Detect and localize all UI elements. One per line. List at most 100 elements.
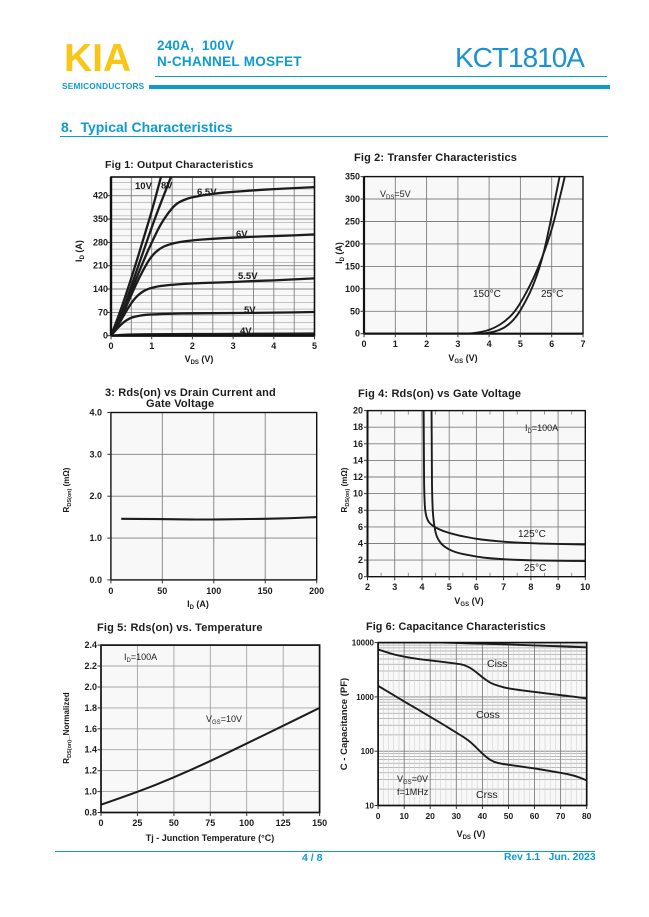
svg-text:250: 250 bbox=[345, 217, 360, 227]
svg-text:40: 40 bbox=[478, 811, 488, 821]
svg-text:Crss: Crss bbox=[476, 789, 498, 801]
svg-text:1: 1 bbox=[149, 341, 154, 351]
svg-text:1.0: 1.0 bbox=[89, 533, 102, 543]
svg-text:Fig 4: Rds(on) vs Gate Voltage: Fig 4: Rds(on) vs Gate Voltage bbox=[358, 388, 521, 400]
svg-text:18: 18 bbox=[353, 422, 363, 432]
svg-text:7: 7 bbox=[501, 582, 506, 592]
svg-text:0: 0 bbox=[103, 331, 108, 341]
svg-text:350: 350 bbox=[345, 172, 360, 182]
svg-text:100: 100 bbox=[345, 284, 360, 294]
svg-text:125: 125 bbox=[276, 818, 291, 828]
svg-text:10: 10 bbox=[353, 489, 363, 499]
svg-text:100: 100 bbox=[239, 818, 254, 828]
svg-text:0: 0 bbox=[108, 586, 113, 596]
svg-text:10000: 10000 bbox=[352, 639, 375, 648]
svg-text:6.5V: 6.5V bbox=[197, 187, 217, 198]
svg-text:0: 0 bbox=[376, 811, 381, 821]
svg-text:100: 100 bbox=[361, 747, 375, 756]
svg-text:4.0: 4.0 bbox=[89, 408, 102, 418]
svg-text:RDS(on) (mΩ): RDS(on) (mΩ) bbox=[340, 467, 351, 512]
svg-text:0: 0 bbox=[355, 329, 360, 339]
svg-text:4V: 4V bbox=[240, 326, 252, 337]
svg-text:150°C: 150°C bbox=[473, 289, 501, 300]
svg-text:50: 50 bbox=[350, 306, 360, 316]
svg-text:ID (A): ID (A) bbox=[74, 240, 86, 262]
svg-text:1.8: 1.8 bbox=[84, 703, 97, 713]
svg-text:0: 0 bbox=[358, 572, 363, 582]
svg-text:60: 60 bbox=[530, 811, 540, 821]
svg-text:8: 8 bbox=[358, 505, 363, 515]
svg-text:150: 150 bbox=[345, 261, 360, 271]
svg-text:75: 75 bbox=[205, 818, 215, 828]
svg-text:0.0: 0.0 bbox=[89, 575, 102, 585]
svg-text:VGS (V): VGS (V) bbox=[454, 596, 483, 608]
svg-text:4: 4 bbox=[419, 582, 424, 592]
svg-text:1.4: 1.4 bbox=[84, 745, 97, 755]
svg-text:2: 2 bbox=[190, 341, 195, 351]
svg-text:5: 5 bbox=[312, 341, 317, 351]
svg-text:12: 12 bbox=[353, 472, 363, 482]
svg-text:70: 70 bbox=[556, 811, 566, 821]
svg-text:50: 50 bbox=[157, 586, 167, 596]
svg-text:200: 200 bbox=[309, 586, 324, 596]
svg-text:0: 0 bbox=[361, 339, 366, 349]
svg-text:1.0: 1.0 bbox=[84, 787, 97, 797]
svg-text:10: 10 bbox=[365, 802, 374, 811]
svg-text:2: 2 bbox=[365, 582, 370, 592]
svg-text:Fig 5: Rds(on) vs. Temperature: Fig 5: Rds(on) vs. Temperature bbox=[97, 622, 263, 634]
svg-text:14: 14 bbox=[353, 455, 363, 465]
svg-text:C - Capacitance (PF): C - Capacitance (PF) bbox=[340, 678, 350, 770]
svg-text:50: 50 bbox=[504, 811, 514, 821]
svg-text:ID (A): ID (A) bbox=[187, 599, 209, 611]
svg-text:2: 2 bbox=[358, 555, 363, 565]
svg-text:Fig 1: Output Characteristics: Fig 1: Output Characteristics bbox=[105, 159, 253, 171]
svg-text:6: 6 bbox=[549, 339, 554, 349]
svg-text:8: 8 bbox=[528, 582, 533, 592]
svg-text:20: 20 bbox=[425, 811, 435, 821]
svg-text:VGS (V): VGS (V) bbox=[448, 353, 477, 365]
svg-text:4: 4 bbox=[487, 339, 492, 349]
svg-text:0.8: 0.8 bbox=[84, 808, 97, 818]
svg-text:420: 420 bbox=[93, 191, 108, 201]
svg-text:150: 150 bbox=[312, 818, 327, 828]
svg-text:9: 9 bbox=[556, 582, 561, 592]
svg-text:5.5V: 5.5V bbox=[238, 271, 258, 282]
svg-text:10V: 10V bbox=[135, 181, 153, 192]
svg-text:50: 50 bbox=[169, 818, 179, 828]
svg-text:6: 6 bbox=[358, 522, 363, 532]
svg-text:150: 150 bbox=[258, 586, 273, 596]
svg-text:280: 280 bbox=[93, 237, 108, 247]
svg-text:3: 3 bbox=[455, 339, 460, 349]
svg-text:3: 3 bbox=[392, 582, 397, 592]
svg-text:ID (A): ID (A) bbox=[335, 242, 346, 264]
svg-text:10: 10 bbox=[399, 811, 409, 821]
svg-text:30: 30 bbox=[452, 811, 462, 821]
svg-text:100: 100 bbox=[206, 586, 221, 596]
svg-text:ID=100A: ID=100A bbox=[525, 423, 558, 435]
svg-text:6: 6 bbox=[474, 582, 479, 592]
svg-text:1.2: 1.2 bbox=[84, 766, 97, 776]
svg-text:6V: 6V bbox=[236, 229, 248, 240]
svg-text:80: 80 bbox=[582, 811, 592, 821]
svg-text:7: 7 bbox=[580, 339, 585, 349]
svg-text:140: 140 bbox=[93, 284, 108, 294]
svg-text:3: 3 bbox=[231, 341, 236, 351]
svg-text:300: 300 bbox=[345, 194, 360, 204]
svg-text:Coss: Coss bbox=[476, 709, 500, 721]
svg-text:200: 200 bbox=[345, 239, 360, 249]
svg-text:10: 10 bbox=[580, 582, 590, 592]
svg-text:RDS(on)_Normalized: RDS(on)_Normalized bbox=[62, 692, 73, 763]
svg-text:3: Rds(on) vs Drain Current an: 3: Rds(on) vs Drain Current and bbox=[105, 387, 276, 399]
svg-text:2.0: 2.0 bbox=[84, 682, 97, 692]
svg-text:Ciss: Ciss bbox=[487, 658, 507, 670]
svg-text:0: 0 bbox=[98, 818, 103, 828]
svg-text:350: 350 bbox=[93, 214, 108, 224]
svg-text:VDS (V): VDS (V) bbox=[185, 354, 214, 366]
svg-text:5V: 5V bbox=[244, 305, 256, 316]
svg-text:1: 1 bbox=[393, 339, 398, 349]
svg-text:Fig 2: Transfer Characteristic: Fig 2: Transfer Characteristics bbox=[354, 152, 517, 164]
svg-text:5: 5 bbox=[518, 339, 523, 349]
svg-text:4: 4 bbox=[358, 539, 363, 549]
svg-text:2.4: 2.4 bbox=[84, 640, 97, 650]
svg-text:2.2: 2.2 bbox=[84, 661, 97, 671]
